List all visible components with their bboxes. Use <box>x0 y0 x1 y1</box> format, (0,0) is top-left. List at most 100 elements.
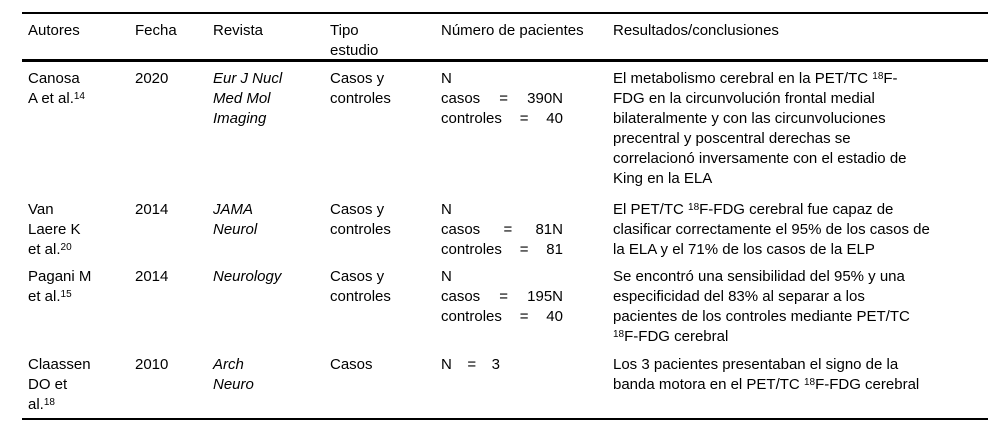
superscript: 15 <box>60 288 72 300</box>
text-line: Número de pacientes <box>441 22 584 39</box>
pacientes-value: = <box>467 356 477 373</box>
pacientes-value: casos <box>441 288 481 305</box>
cell-tipo-estudio: Casos <box>330 355 441 418</box>
pacientes-value: = <box>499 288 509 305</box>
cell-numero-pacientes: N = 3 <box>441 355 613 418</box>
superscript: 20 <box>60 241 72 253</box>
text-line: et al.15 <box>28 288 72 305</box>
pacientes-line: controles = 40 <box>441 307 563 327</box>
text-line: King en la ELA <box>613 170 713 187</box>
text-line: precentral y poscentral derechas se <box>613 130 851 147</box>
cell-revista: Neurology <box>213 267 330 355</box>
pacientes-value: N <box>441 201 452 218</box>
cell-fecha: 2010 <box>135 355 213 418</box>
text-line: Casos y <box>330 268 385 285</box>
superscript: 18 <box>872 70 884 82</box>
table-body: Canosa A et al.14 2020 Eur J Nucl Med Mol I… <box>22 62 988 418</box>
superscript: 18 <box>613 328 625 340</box>
superscript: 18 <box>803 376 816 388</box>
text-line: Casos <box>330 356 373 373</box>
pacientes-line: controles = 81 <box>441 240 563 260</box>
cell-fecha: 2014 <box>135 200 213 267</box>
pacientes-value: 81N <box>535 221 563 238</box>
cell-autores: Claassen DO et al.18 <box>28 355 135 418</box>
pacientes-line: N <box>441 200 613 220</box>
cell-revista: JAMA Neurol <box>213 200 330 267</box>
cell-fecha: 2014 <box>135 267 213 355</box>
text-line: 18F-FDG cerebral <box>613 328 729 345</box>
text-line: controles <box>330 221 391 238</box>
study-table: Autores Fecha Revista Tipo estudio Número… <box>22 12 988 420</box>
header-cell-fecha: Fecha <box>135 21 213 61</box>
text-line: Med Mol <box>213 90 271 107</box>
pacientes-value: 81 <box>546 241 563 258</box>
cell-resultados: El metabolismo cerebral en la PET/TC 18F… <box>613 69 985 200</box>
cell-autores: Van Laere K et al.20 <box>28 200 135 267</box>
pacientes-value: controles <box>441 110 502 127</box>
header-cell-numero-pacientes: Número de pacientes <box>441 21 613 61</box>
text-line: 2014 <box>135 268 169 285</box>
pacientes-value: = <box>499 90 509 107</box>
text-line: bilateralmente y con las circunvolucione… <box>613 110 886 127</box>
table-header-row: Autores Fecha Revista Tipo estudio Número… <box>22 14 988 62</box>
pacientes-value: 195N <box>527 288 563 305</box>
text-line: especificidad del 83% al separar a los <box>613 288 865 305</box>
text-line: Imaging <box>213 110 267 127</box>
text-line: Canosa <box>28 70 80 87</box>
pacientes-line: N <box>441 267 613 287</box>
text-line: Casos y <box>330 70 385 87</box>
pacientes-line: controles = 40 <box>441 109 563 129</box>
text-line: Revista <box>213 22 264 39</box>
text-line: banda motora en el PET/TC 18F-FDG cerebr… <box>613 376 920 393</box>
header-cell-revista: Revista <box>213 21 330 61</box>
text-line: DO et <box>28 376 68 393</box>
cell-resultados: Los 3 pacientes presentaban el signo de … <box>613 355 985 418</box>
cell-resultados: El PET/TC 18F-FDG cerebral fue capaz de c… <box>613 200 985 267</box>
superscript: 14 <box>73 90 85 102</box>
text-line: correlacionó inversamente con el estadio… <box>613 150 907 167</box>
pacientes-value: N <box>441 356 452 373</box>
text-line: JAMA <box>213 201 254 218</box>
text-line: Claassen <box>28 356 91 373</box>
text-line: Neuro <box>213 376 254 393</box>
text-line: Se encontró una sensibilidad del 95% y u… <box>613 268 905 285</box>
text-line: Los 3 pacientes presentaban el signo de … <box>613 356 899 373</box>
text-line: controles <box>330 90 391 107</box>
pacientes-value: 40 <box>546 110 563 127</box>
superscript: 18 <box>43 396 55 408</box>
table-row: Canosa A et al.14 2020 Eur J Nucl Med Mol I… <box>22 62 988 200</box>
superscript: 18 <box>688 201 700 213</box>
pacientes-value: casos <box>441 221 481 238</box>
text-line: la ELA y el 71% de los casos de la ELP <box>613 241 875 258</box>
text-line: El metabolismo cerebral en la PET/TC 18F… <box>613 70 898 87</box>
text-line: Van <box>28 201 54 218</box>
pacientes-value: = <box>503 221 513 238</box>
text-line: Fecha <box>135 22 177 39</box>
text-line: 2014 <box>135 201 169 218</box>
pacientes-value: N <box>441 70 452 87</box>
cell-tipo-estudio: Casos y controles <box>330 267 441 355</box>
cell-autores: Canosa A et al.14 <box>28 69 135 200</box>
text-line: El PET/TC 18F-FDG cerebral fue capaz de <box>613 201 894 218</box>
text-line: A et al.14 <box>28 90 85 107</box>
text-line: Neurology <box>213 268 282 285</box>
text-line: Autores <box>28 22 80 39</box>
text-line: et al.20 <box>28 241 72 258</box>
pacientes-value: 390N <box>527 90 563 107</box>
text-line: al.18 <box>28 396 55 413</box>
cell-tipo-estudio: Casos y controles <box>330 200 441 267</box>
pacientes-value: 3 <box>491 356 500 373</box>
text-line: controles <box>330 288 391 305</box>
text-line: Neurol <box>213 221 258 238</box>
text-line: Pagani M <box>28 268 92 285</box>
pacientes-line: casos = 195N <box>441 287 563 307</box>
text-line: Eur J Nucl <box>213 70 283 87</box>
header-cell-tipo-estudio: Tipo estudio <box>330 21 441 61</box>
text-line: Casos y <box>330 201 385 218</box>
pacientes-value: casos <box>441 90 481 107</box>
table-row: Van Laere K et al.20 2014 JAMA Neurol Casos… <box>22 200 988 267</box>
